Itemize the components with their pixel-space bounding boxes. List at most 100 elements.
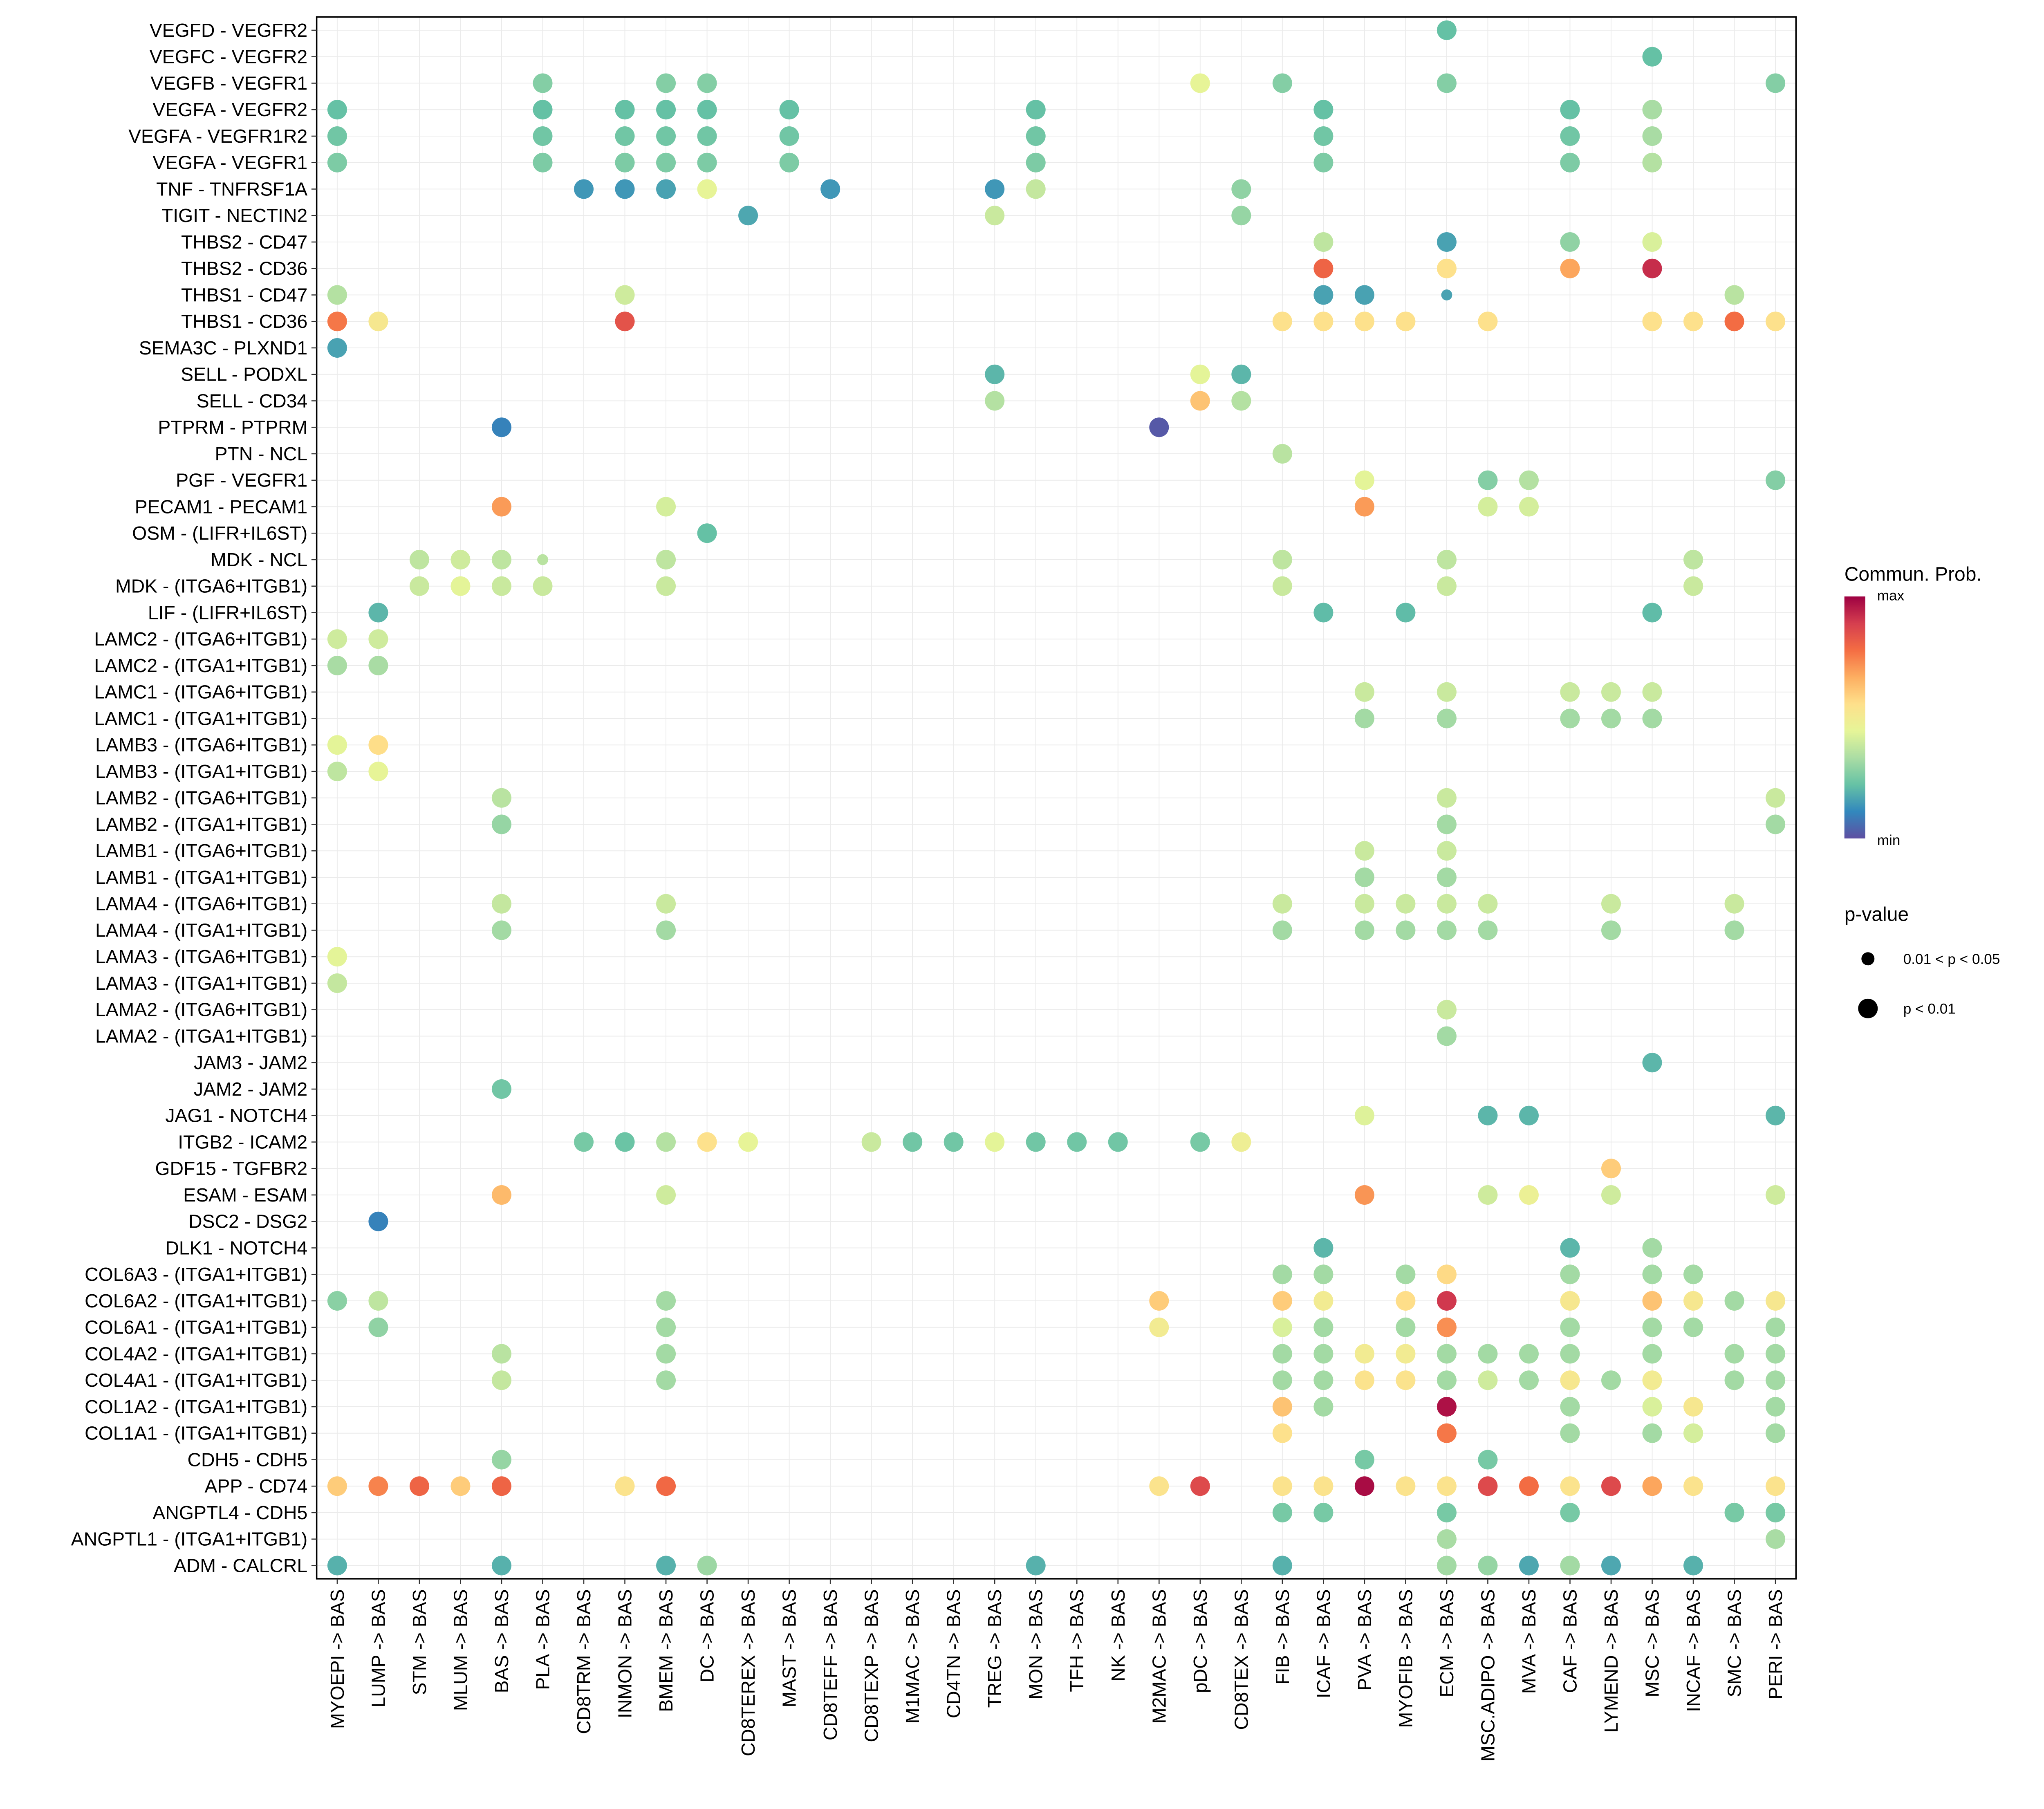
data-point <box>985 391 1005 411</box>
data-point <box>1601 920 1621 940</box>
x-tick-label: LYMEND -> BAS <box>1600 1589 1622 1733</box>
data-point <box>1354 1450 1374 1470</box>
data-point <box>368 1476 388 1496</box>
data-point <box>1026 126 1046 146</box>
data-point <box>615 152 635 173</box>
data-point <box>1437 1423 1457 1443</box>
y-tick-label: THBS2 - CD47 <box>181 231 307 253</box>
y-tick-label: SELL - PODXL <box>181 364 307 385</box>
y-tick-label: LAMB1 - (ITGA6+ITGB1) <box>95 840 307 861</box>
x-tick-label: BMEM -> BAS <box>655 1589 677 1712</box>
data-point <box>1560 1556 1580 1576</box>
data-point <box>327 1291 347 1311</box>
x-tick-label: CD8TRM -> BAS <box>573 1589 594 1734</box>
data-point <box>1519 470 1539 490</box>
data-point <box>1560 1476 1580 1496</box>
x-tick-label: TFH -> BAS <box>1066 1589 1087 1692</box>
data-point <box>1396 1264 1416 1284</box>
data-point <box>1560 1503 1580 1522</box>
data-point <box>1313 1344 1334 1364</box>
y-tick-label: LAMC1 - (ITGA6+ITGB1) <box>94 681 307 703</box>
data-point <box>1313 1264 1334 1284</box>
data-point <box>491 1556 511 1576</box>
data-point <box>985 206 1005 226</box>
data-point <box>1437 1026 1457 1046</box>
data-point <box>1437 841 1457 861</box>
data-point <box>491 549 511 569</box>
data-point <box>1437 1556 1457 1576</box>
data-point <box>1642 1291 1662 1311</box>
y-tick-label: LAMB2 - (ITGA6+ITGB1) <box>95 787 307 809</box>
data-point <box>1354 1344 1374 1364</box>
data-point <box>656 1317 676 1337</box>
data-point <box>985 179 1005 199</box>
y-tick-label: ANGPTL4 - CDH5 <box>152 1502 307 1523</box>
data-point <box>1272 920 1292 940</box>
data-point <box>1437 1000 1457 1020</box>
y-tick-label: APP - CD74 <box>205 1475 308 1497</box>
data-point <box>615 1132 635 1152</box>
y-tick-label: GDF15 - TGFBR2 <box>155 1158 307 1179</box>
data-point <box>1601 1556 1621 1576</box>
y-tick-label: LAMA3 - (ITGA6+ITGB1) <box>95 946 307 967</box>
y-tick-label: THBS2 - CD36 <box>181 258 307 279</box>
data-point <box>1519 497 1539 517</box>
y-tick-label: ANGPTL1 - (ITGA1+ITGB1) <box>71 1529 308 1550</box>
y-tick-label: VEGFD - VEGFR2 <box>150 20 308 41</box>
data-point <box>1272 1344 1292 1364</box>
data-point <box>1354 867 1374 887</box>
size-legend: p-value 0.01 < p < 0.05 p < 0.01 <box>1845 903 2000 1018</box>
data-point <box>533 100 553 120</box>
data-point <box>779 152 799 173</box>
data-point <box>1437 1344 1457 1364</box>
x-tick-label: STM -> BAS <box>409 1589 430 1695</box>
data-point <box>1766 1291 1786 1311</box>
data-point <box>1437 232 1457 252</box>
data-point <box>1272 444 1292 464</box>
data-point <box>1067 1132 1087 1152</box>
x-tick-label: INMON -> BAS <box>614 1589 636 1718</box>
data-point <box>1683 1423 1703 1443</box>
data-point <box>368 629 388 649</box>
data-point <box>985 364 1005 384</box>
y-tick-label: THBS1 - CD47 <box>181 284 307 305</box>
y-tick-label: MDK - (ITGA6+ITGB1) <box>115 576 307 597</box>
y-tick-label: JAM2 - JAM2 <box>194 1078 307 1100</box>
data-point <box>1601 1370 1621 1390</box>
data-point <box>1026 100 1046 120</box>
data-point <box>656 73 676 93</box>
data-point <box>656 1476 676 1496</box>
data-point <box>1231 206 1251 226</box>
data-point <box>1724 285 1744 305</box>
data-point <box>1478 312 1498 332</box>
x-tick-label: CD4TN -> BAS <box>943 1589 964 1718</box>
data-point <box>1478 1476 1498 1496</box>
y-tick-label: COL4A2 - (ITGA1+ITGB1) <box>85 1343 307 1364</box>
data-point <box>1231 179 1251 199</box>
data-point <box>1724 920 1744 940</box>
data-point <box>1642 708 1662 729</box>
data-point <box>656 152 676 173</box>
data-point <box>1313 1317 1334 1337</box>
data-point <box>656 1291 676 1311</box>
y-tick-label: COL4A1 - (ITGA1+ITGB1) <box>85 1370 307 1391</box>
y-tick-label: LAMA4 - (ITGA1+ITGB1) <box>95 919 307 941</box>
data-point <box>1560 1317 1580 1337</box>
data-point <box>1313 1476 1334 1496</box>
data-point <box>368 312 388 332</box>
data-point <box>656 100 676 120</box>
data-point <box>697 73 717 93</box>
y-tick-label: LIF - (LIFR+IL6ST) <box>148 602 307 623</box>
data-point <box>1560 126 1580 146</box>
y-tick-label: LAMB1 - (ITGA1+ITGB1) <box>95 867 307 888</box>
data-point <box>1272 312 1292 332</box>
y-tick-label: VEGFA - VEGFR1R2 <box>128 126 307 147</box>
colorbar-min-label: min <box>1877 832 1901 848</box>
data-point <box>1272 73 1292 93</box>
data-point <box>1560 152 1580 173</box>
data-point <box>1601 708 1621 729</box>
x-tick-label: MSC -> BAS <box>1642 1589 1663 1697</box>
data-point <box>820 179 840 199</box>
data-point <box>1683 576 1703 596</box>
data-point <box>1560 1264 1580 1284</box>
